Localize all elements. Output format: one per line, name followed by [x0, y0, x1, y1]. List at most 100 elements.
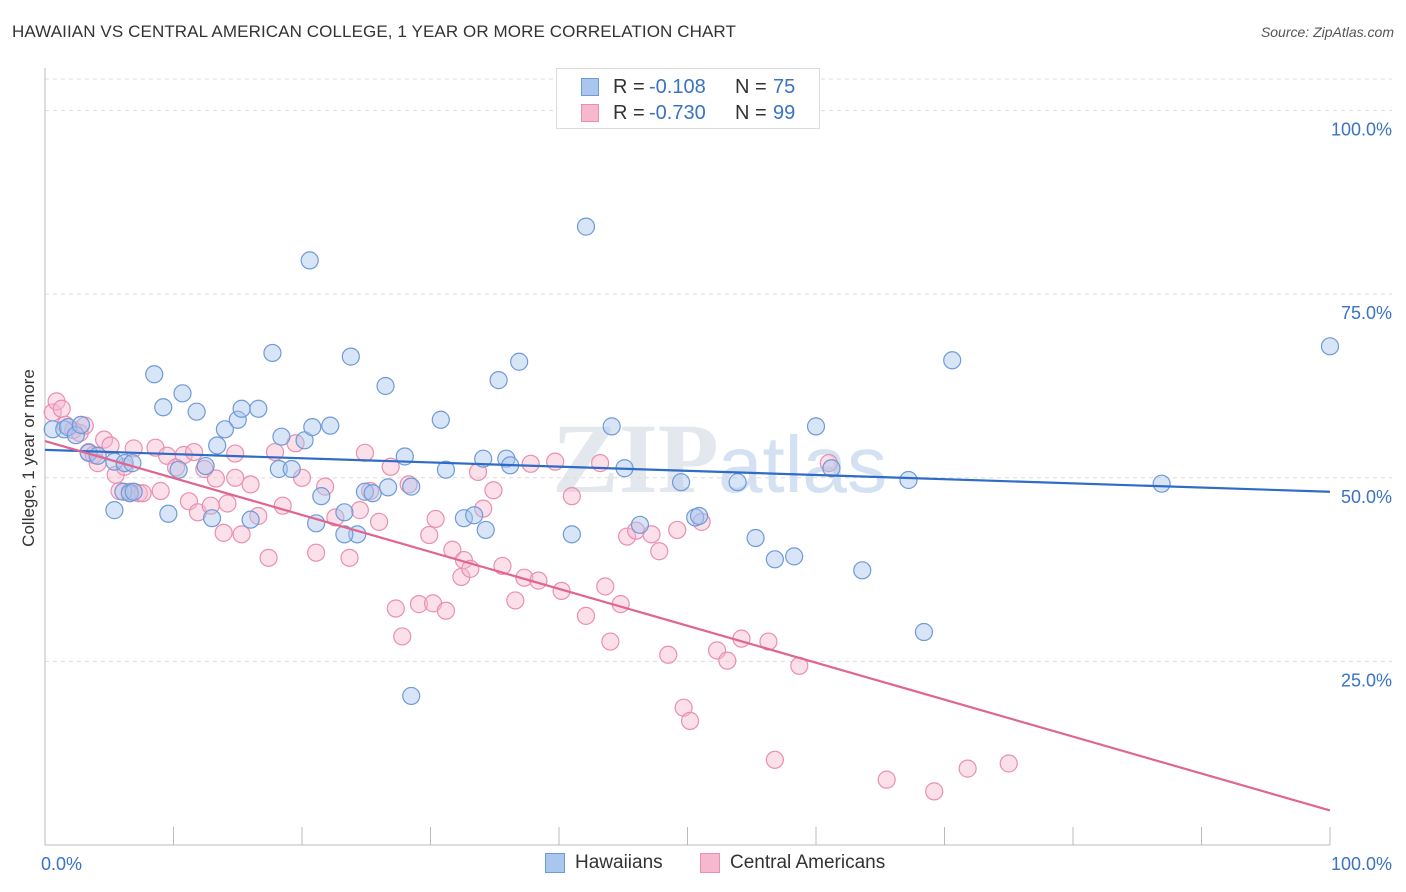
r-value: -0.108	[649, 76, 706, 98]
central-american-point	[355, 443, 375, 462]
central-american-point	[765, 750, 784, 769]
hawaiian-point	[510, 352, 529, 371]
hawaiian-point	[376, 376, 395, 396]
central-american-point	[618, 527, 637, 546]
central-american-point	[307, 543, 326, 562]
central-american-point	[226, 444, 245, 463]
central-american-point	[326, 508, 345, 527]
hawaiian-point	[202, 509, 222, 528]
central-american-point	[184, 442, 204, 462]
central-american-point	[819, 454, 838, 473]
hawaiian-point	[341, 347, 360, 366]
hawaiian-point	[602, 417, 621, 436]
y-tick-label: 25.0%	[1341, 670, 1392, 690]
hawaiian-point	[169, 460, 188, 479]
chart-title: HAWAIIAN VS CENTRAL AMERICAN COLLEGE, 1 …	[12, 22, 736, 41]
hawaiian-point	[114, 482, 133, 501]
hawaiian-point	[187, 402, 206, 421]
hawaiian-point	[196, 456, 215, 476]
hawaiian-point	[208, 436, 227, 455]
legend-swatch-blue	[545, 853, 565, 873]
central-american-point	[562, 487, 581, 506]
hawaiian-point	[465, 506, 484, 525]
central-american-point	[350, 501, 369, 520]
r-label: R =	[613, 102, 645, 124]
n-value: 99	[773, 102, 796, 124]
hawaiian-point	[335, 525, 354, 544]
central-american-point	[506, 591, 525, 610]
central-american-point	[958, 759, 977, 778]
hawaiian-point	[307, 514, 326, 533]
hawaiian-point	[335, 503, 354, 522]
grid-lines	[45, 78, 1392, 662]
central-american-point	[420, 525, 439, 545]
n-label: N =	[735, 102, 767, 124]
central-american-point	[596, 577, 615, 596]
hawaiian-point	[671, 473, 691, 492]
hawaiian-point	[489, 371, 508, 390]
hawaiian-point	[145, 365, 164, 384]
y-axis-title: College, 1 year or more	[19, 369, 38, 547]
hawaiian-point	[943, 351, 962, 370]
x-tick-label-end: 100.0%	[1331, 854, 1392, 874]
hawaiian-point	[312, 487, 331, 506]
hawaiian-point	[728, 473, 747, 492]
central-american-point	[226, 468, 245, 487]
central-american-point	[393, 627, 412, 646]
hawaiian-point	[562, 525, 581, 544]
central-american-point	[601, 632, 620, 651]
central-american-point	[52, 399, 71, 418]
hawaiian-point	[154, 398, 173, 417]
hawaiians-trend-line	[44, 448, 1331, 493]
hawaiian-point	[402, 686, 421, 706]
axis-labels: College, 1 year or more 25.0% 50.0% 75.0% 1…	[19, 120, 1392, 874]
hawaiian-point	[785, 547, 804, 566]
central-american-point	[381, 457, 400, 476]
hawaiian-point	[303, 418, 322, 437]
hawaiian-point	[899, 470, 918, 490]
legend-swatch-pink	[581, 104, 599, 122]
r-label: R =	[613, 76, 645, 98]
axes	[44, 68, 1331, 846]
central-american-point	[409, 595, 429, 614]
central-american-point	[370, 512, 389, 531]
central-american-point	[133, 484, 152, 503]
central-american-point	[474, 499, 493, 518]
central-american-point	[521, 454, 540, 473]
hawaiian-point	[282, 459, 301, 479]
central-american-point	[218, 494, 237, 513]
legend-label: Hawaiians	[575, 852, 663, 873]
hawaiian-point	[363, 484, 382, 503]
hawaiian-point	[249, 399, 268, 418]
central-american-point	[206, 469, 226, 488]
source-label: Source: ZipAtlas.com	[1260, 24, 1394, 40]
central-american-point	[340, 548, 359, 567]
y-tick-label: 75.0%	[1341, 303, 1392, 323]
hawaiian-point	[806, 417, 826, 436]
central-american-point	[241, 475, 260, 494]
hawaiian-point	[914, 622, 934, 642]
trend-lines	[44, 440, 1331, 812]
hawaiian-point	[454, 509, 474, 528]
hawaiian-point	[630, 515, 650, 534]
hawaiian-point	[853, 561, 872, 580]
central-american-point	[680, 711, 700, 730]
hawaiian-point	[1152, 474, 1171, 493]
central-american-point	[650, 542, 669, 561]
hawaiian-point	[436, 460, 456, 479]
legend-swatch-blue	[581, 78, 599, 96]
central-american-point	[484, 481, 503, 500]
legend-label: Central Americans	[730, 852, 886, 873]
hawaiian-point	[173, 384, 192, 403]
central-american-point	[232, 525, 251, 544]
hawaiians-points	[43, 217, 1340, 706]
central-american-point	[877, 770, 896, 789]
hawaiian-point	[402, 477, 421, 496]
central-american-point	[576, 606, 596, 625]
hawaiian-point	[272, 427, 291, 446]
hawaiian-point	[355, 482, 375, 501]
hawaiian-point	[378, 478, 398, 497]
hawaiian-point	[105, 501, 124, 520]
hawaiian-point	[159, 504, 178, 523]
